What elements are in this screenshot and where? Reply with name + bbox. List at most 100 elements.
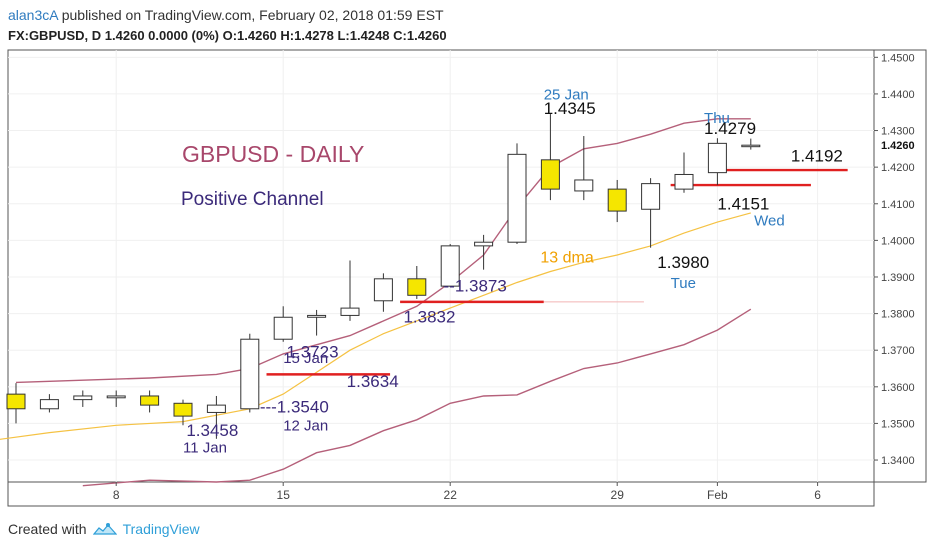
- y-tick-label: 1.4400: [881, 89, 915, 101]
- support-lines: [266, 168, 848, 376]
- candle: [206, 395, 226, 439]
- candle-body: [407, 278, 427, 296]
- symbol-ohlc: FX:GBPUSD, D 1.4260 0.0000 (0%) O:1.4260…: [8, 28, 447, 43]
- x-tick-label: 8: [113, 488, 120, 502]
- candle: [173, 399, 193, 426]
- candle: [474, 234, 494, 270]
- candle-body: [206, 404, 226, 413]
- annotation-label: Wed: [754, 213, 785, 230]
- annotation-label: 1.3832: [403, 308, 455, 327]
- footer: Created with TradingView: [8, 516, 200, 542]
- candle: [607, 179, 627, 223]
- tradingview-brand-link[interactable]: TradingView: [92, 521, 200, 537]
- y-tick-label: 1.3800: [881, 309, 915, 321]
- candle: [240, 333, 260, 413]
- candle-body: [307, 314, 327, 318]
- candle: [373, 273, 393, 312]
- y-tick-label: 1.3500: [881, 418, 915, 430]
- candle: [73, 390, 93, 407]
- publish-text: published on TradingView.com, February 0…: [57, 7, 444, 23]
- publish-line: alan3cA published on TradingView.com, Fe…: [8, 4, 908, 26]
- chart-subtitle: Positive Channel: [181, 189, 324, 210]
- y-tick-label: 1.4200: [881, 162, 915, 174]
- candle-body: [73, 395, 93, 401]
- channel-upper-line: [15, 118, 751, 384]
- candle: [440, 244, 460, 287]
- candle-body: [641, 183, 661, 210]
- candle-body: [741, 144, 761, 148]
- y-axis: 1.4500 1.4400 1.4300 1.4200 1.4100 1.4000 1.39…: [874, 52, 925, 467]
- y-tick-label: 1.3600: [881, 382, 915, 394]
- y-axis-panel: [873, 49, 927, 483]
- annotation-label: 11 Jan: [183, 440, 227, 457]
- candle: [507, 143, 527, 245]
- candle: [340, 260, 360, 321]
- candle-body: [106, 395, 126, 399]
- candle: [641, 178, 661, 248]
- x-tick-label: 29: [611, 488, 625, 502]
- annotation-label: 13 dma: [540, 249, 593, 266]
- annotation-label: 25 Jan: [544, 86, 589, 103]
- candle-body: [474, 241, 494, 247]
- candle: [540, 114, 560, 201]
- candle: [273, 306, 293, 342]
- candle: [574, 136, 594, 201]
- annotation-label: Thu: [704, 110, 730, 127]
- candle: [674, 152, 694, 193]
- candle: [106, 390, 126, 407]
- x-axis: 8 15 22 29 Feb 6: [113, 482, 821, 502]
- candle-body: [507, 153, 527, 243]
- annotation-label: --1.3873: [444, 277, 507, 296]
- grid-lines: [8, 50, 874, 482]
- candle-body: [440, 245, 460, 287]
- x-tick-label: 15: [277, 488, 291, 502]
- last-price-marker: [875, 138, 925, 153]
- candle: [6, 383, 26, 424]
- annotation-label: 1.3634: [347, 372, 399, 391]
- y-tick-label: 1.3900: [881, 272, 915, 284]
- candle: [707, 138, 727, 186]
- annotation-label: Tue: [671, 275, 696, 292]
- candle-body: [39, 399, 59, 410]
- candle-body: [6, 393, 26, 410]
- candle-body: [240, 338, 260, 410]
- candle: [140, 390, 160, 413]
- candle: [741, 138, 761, 150]
- x-tick-label: Feb: [707, 488, 728, 502]
- x-tick-label: 22: [444, 488, 458, 502]
- y-tick-label: 1.4500: [881, 52, 915, 64]
- author-link[interactable]: alan3cA: [8, 7, 58, 23]
- chart-title: GBPUSD - DAILY: [182, 141, 364, 167]
- candle-body: [140, 395, 160, 406]
- y-tick-label: 1.4000: [881, 235, 915, 247]
- candle-body: [540, 159, 560, 190]
- candle: [407, 266, 427, 299]
- candle-body: [707, 142, 727, 174]
- y-tick-label: 1.3400: [881, 455, 915, 467]
- annotation-label: 12 Jan: [283, 418, 328, 435]
- annotation-label: 1.3723: [287, 343, 339, 362]
- candle: [39, 394, 59, 413]
- x-tick-label: 6: [814, 488, 821, 502]
- series-layer: [0, 118, 752, 487]
- symbol-line: FX:GBPUSD, D 1.4260 0.0000 (0%) O:1.4260…: [8, 26, 908, 46]
- annotation-label: 1.4192: [791, 147, 843, 166]
- annotation-label: 1.4279: [704, 119, 756, 138]
- channel-lower-line: [82, 308, 752, 487]
- tradingview-logo-icon: [92, 523, 117, 535]
- annotation-label: 1.4151: [717, 194, 769, 213]
- created-with-label: Created with: [8, 521, 87, 537]
- tradingview-brand-text: TradingView: [122, 521, 200, 537]
- y-tick-label: 1.3700: [881, 345, 915, 357]
- annotation-label: 1.3980: [657, 253, 709, 272]
- annotation-label: 15 Jan: [283, 350, 328, 367]
- candle-body: [607, 188, 627, 212]
- chart-header: alan3cA published on TradingView.com, Fe…: [8, 4, 908, 46]
- candles: [6, 114, 761, 439]
- candle-body: [373, 278, 393, 302]
- annotation-label: 1.4345: [544, 99, 596, 118]
- x-axis-panel: [7, 481, 875, 507]
- dma-line: [0, 212, 751, 440]
